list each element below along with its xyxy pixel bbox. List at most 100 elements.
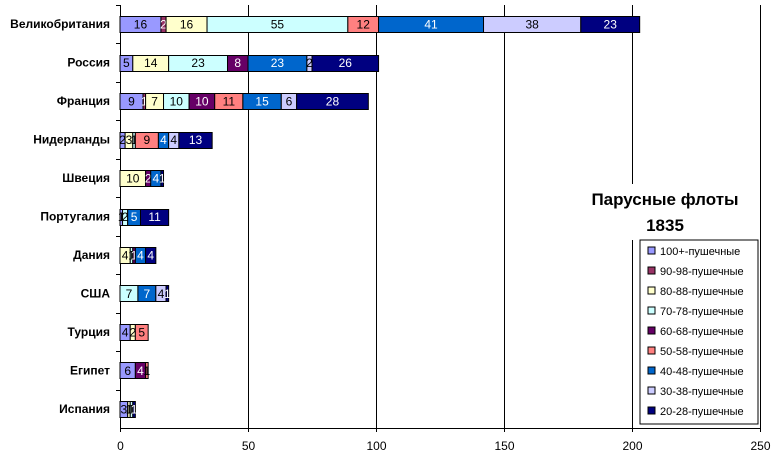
legend-swatch (647, 326, 656, 335)
data-label: 1 (131, 402, 138, 416)
data-label: 4 (160, 133, 167, 147)
data-label: 1 (141, 95, 148, 109)
data-label: 11 (148, 210, 161, 224)
data-label: 3 (120, 402, 127, 416)
bar-segment (145, 362, 149, 379)
data-label: 4 (137, 248, 144, 262)
legend-label: 100+-пушечные (660, 246, 740, 258)
legend-box (639, 239, 759, 425)
bars: 16 2 16 55 12 41 38 235 14 23 8 23 2 269 1 7 10 10 11 15 6 28… (118, 16, 641, 418)
data-label: 9 (128, 95, 135, 109)
legend-label: 50-58-пушечные (660, 346, 744, 358)
category-label: США (81, 286, 111, 300)
data-label: 1 (159, 172, 166, 186)
bar-segment (132, 401, 136, 418)
data-label: 4 (152, 172, 159, 186)
data-label: 16 (180, 18, 194, 32)
category-label: Турция (68, 325, 110, 339)
legend-label: 40-48-пушечные (660, 366, 744, 378)
bar-segment (296, 93, 369, 110)
data-label: 1 (126, 402, 133, 416)
legend-swatch (647, 246, 656, 255)
bar-segment (134, 324, 149, 341)
data-label: 13 (189, 133, 203, 147)
data-label: 7 (126, 287, 133, 301)
data-label: 41 (424, 18, 438, 32)
data-label: 1 (164, 287, 171, 301)
category-label: Великобритания (10, 17, 110, 31)
bar-segment (178, 132, 213, 149)
legend-label: 20-28-пушечные (660, 406, 744, 418)
data-label: 8 (234, 56, 241, 70)
category-label: Египет (70, 363, 110, 377)
chart-title: Парусные флоты (591, 190, 738, 209)
bar-segment (139, 209, 170, 226)
x-tick-label-0: 0 (117, 439, 124, 453)
category-label: Испания (59, 402, 110, 416)
legend-swatch (647, 266, 656, 275)
data-label: 5 (123, 56, 130, 70)
data-label: 5 (131, 210, 138, 224)
category-label: Португалия (40, 210, 110, 224)
bar-segment (160, 170, 165, 187)
category-label: Нидерланды (33, 133, 110, 147)
legend-swatch (647, 406, 656, 415)
legend-swatch (647, 306, 656, 315)
legend-label: 80-88-пушечные (660, 286, 744, 298)
data-label: 6 (124, 364, 131, 378)
data-label: 4 (122, 248, 129, 262)
data-label: 38 (525, 18, 539, 32)
title-background (572, 184, 760, 240)
category-label: Франция (57, 94, 110, 108)
data-label: 4 (122, 325, 129, 339)
data-label: 11 (223, 95, 236, 109)
bar-segment (311, 55, 380, 72)
legend-swatch (647, 366, 656, 375)
x-tick-label-50: 50 (242, 439, 256, 453)
legend-label: 30-38-пушечные (660, 386, 744, 398)
data-label: 1 (131, 133, 138, 147)
data-label: 16 (134, 18, 148, 32)
data-label: 12 (357, 18, 371, 32)
data-label: 7 (144, 287, 151, 301)
data-label: 1 (128, 248, 135, 262)
data-label: 23 (191, 56, 205, 70)
legend-label: 90-98-пушечные (660, 266, 744, 278)
chart-subtitle: 1835 (646, 216, 684, 235)
data-label: 9 (144, 133, 151, 147)
data-label: 4 (158, 287, 165, 301)
data-label: 5 (138, 325, 145, 339)
category-labels: Великобритания Россия Франция Нидерланды Шве… (10, 17, 110, 416)
data-label: 2 (129, 325, 136, 339)
category-label: Швеция (62, 171, 110, 185)
data-label: 10 (195, 95, 209, 109)
data-label: 2 (122, 210, 129, 224)
data-label: 7 (151, 95, 158, 109)
legend-swatch (647, 346, 656, 355)
data-label: 1 (128, 402, 135, 416)
legend-swatch (647, 286, 656, 295)
bar-segment (165, 285, 170, 302)
data-label: 23 (604, 18, 618, 32)
legend-label: 60-68-пушечные (660, 326, 744, 338)
data-label: 28 (326, 95, 340, 109)
bar-segment (580, 16, 641, 33)
data-label: 26 (339, 56, 353, 70)
legend-swatch (647, 386, 656, 395)
legend: 100+-пушечные 90-98-пушечные 80-88-пушечны… (639, 239, 759, 425)
category-label: Россия (67, 56, 110, 70)
data-label: 1 (144, 364, 151, 378)
x-tick-labels: 0 50 100 150 200 250 (117, 439, 771, 453)
data-label: 14 (144, 56, 158, 70)
x-tick-label-150: 150 (494, 439, 514, 453)
grid-lines (116, 5, 761, 432)
data-label: 4 (147, 248, 154, 262)
data-label: 4 (137, 364, 144, 378)
data-label: 2 (145, 172, 152, 186)
data-label: 6 (286, 95, 293, 109)
data-label: 4 (170, 133, 177, 147)
data-label: 15 (255, 95, 269, 109)
data-label: 1 (131, 248, 138, 262)
legend-label: 70-78-пушечные (660, 306, 744, 318)
chart-title-block: Парусные флоты 1835 (572, 184, 760, 240)
